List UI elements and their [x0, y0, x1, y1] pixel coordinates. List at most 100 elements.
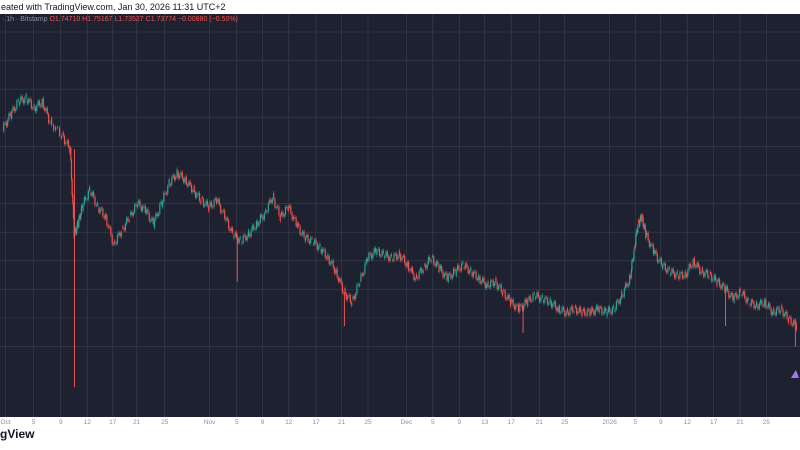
candle-body: [4, 122, 6, 124]
candle-body: [145, 209, 148, 214]
candle-body: [149, 220, 152, 222]
candle-body: [66, 140, 68, 144]
candle-body: [633, 250, 635, 260]
candle-body: [767, 303, 770, 308]
candle-body: [513, 305, 516, 310]
candle-body: [13, 107, 15, 111]
candle-body: [91, 192, 93, 196]
candle-body: [591, 307, 594, 311]
candle-body: [389, 256, 391, 261]
candle-body: [169, 184, 172, 186]
candle-body: [245, 235, 247, 241]
chart-area[interactable]: Oct 5 9 12 17 21 25 Nov 5 9 12 17 21 25 Dec 5 9 13 17 21 25 2…: [0, 14, 800, 426]
candle-body: [523, 305, 525, 310]
candle-body: [639, 215, 642, 221]
candle-body: [490, 280, 492, 288]
candle-body: [171, 177, 173, 186]
candle-body: [605, 308, 607, 312]
candle-body: [777, 307, 779, 309]
candle-body: [753, 301, 755, 309]
candle-body: [568, 312, 570, 316]
candle-body: [87, 190, 89, 200]
candle-body: [374, 248, 377, 253]
x-tick-label: 25: [364, 419, 372, 426]
candle-body: [734, 293, 737, 296]
candle-body: [299, 226, 301, 235]
candle-body: [353, 296, 355, 299]
candle-body: [593, 310, 595, 315]
candle-body: [361, 273, 363, 276]
candle-body: [487, 281, 489, 287]
candle-body: [397, 256, 399, 260]
candle-body: [197, 193, 199, 194]
candle-body: [652, 244, 655, 254]
candle-body: [626, 283, 628, 287]
candle-body: [72, 194, 74, 203]
candle-body: [14, 109, 17, 111]
candle-body: [271, 198, 273, 203]
candle-body: [396, 253, 398, 260]
candle-body: [187, 184, 189, 186]
candle-body: [744, 291, 746, 298]
candle-body: [741, 294, 743, 296]
candle-body: [590, 307, 592, 314]
candle-body: [578, 307, 580, 312]
candle-body: [529, 296, 531, 302]
candle-body: [270, 199, 272, 203]
x-tick-label: 17: [312, 419, 320, 426]
candle-body: [234, 232, 236, 236]
candle-body: [106, 214, 108, 226]
candle-body: [677, 276, 680, 279]
candle-body: [124, 223, 127, 231]
candle-body: [732, 293, 734, 301]
candle-body: [733, 295, 735, 303]
x-tick-label: 5: [633, 419, 637, 426]
header-text: eated with TradingView.com, Jan 30, 2026…: [1, 2, 226, 12]
candle-body: [671, 268, 673, 274]
candle-body: [471, 272, 473, 277]
candle-body: [351, 302, 353, 306]
candle-body: [431, 256, 434, 257]
x-tick-label: 12: [285, 419, 293, 426]
candle-body: [580, 307, 582, 312]
candle-body: [128, 220, 130, 222]
candle-body: [618, 300, 620, 304]
candle-body: [507, 295, 509, 300]
candle-body: [142, 206, 144, 211]
candle-body: [724, 284, 726, 292]
candle-body: [566, 308, 569, 313]
candle-body: [366, 258, 369, 262]
candle-body: [134, 204, 136, 213]
candle-body: [280, 212, 283, 216]
candle-body: [331, 260, 333, 264]
candle-body: [499, 284, 501, 287]
candle-body: [267, 202, 269, 212]
candle-body: [370, 254, 373, 259]
candle-body: [789, 316, 791, 318]
candle-body: [556, 308, 558, 312]
candle-body: [163, 192, 165, 202]
candle-body: [437, 261, 439, 265]
candle-body: [108, 226, 111, 228]
candle-body: [226, 217, 228, 220]
candle-body: [241, 242, 243, 244]
price-chart[interactable]: Oct 5 9 12 17 21 25 Nov 5 9 12 17 21 25 Dec 5 9 13 17 21 25 2…: [0, 14, 800, 431]
candle-body: [48, 113, 50, 123]
candle-body: [659, 258, 661, 262]
tradingview-brand: gView: [0, 427, 34, 441]
candle-body: [752, 300, 754, 302]
candle-body: [409, 270, 411, 272]
candle-body: [16, 100, 18, 110]
legend-close: C1.73774: [145, 16, 176, 23]
candle-body: [216, 198, 218, 204]
candle-body: [720, 285, 722, 289]
candle-body: [153, 219, 156, 229]
candle-body: [132, 212, 134, 216]
candle-body: [558, 305, 561, 313]
candle-body: [577, 311, 579, 314]
candle-body: [381, 250, 383, 257]
candle-body: [378, 248, 381, 256]
candle-body: [691, 266, 693, 268]
candle-body: [406, 262, 408, 267]
candle-body: [446, 272, 448, 281]
